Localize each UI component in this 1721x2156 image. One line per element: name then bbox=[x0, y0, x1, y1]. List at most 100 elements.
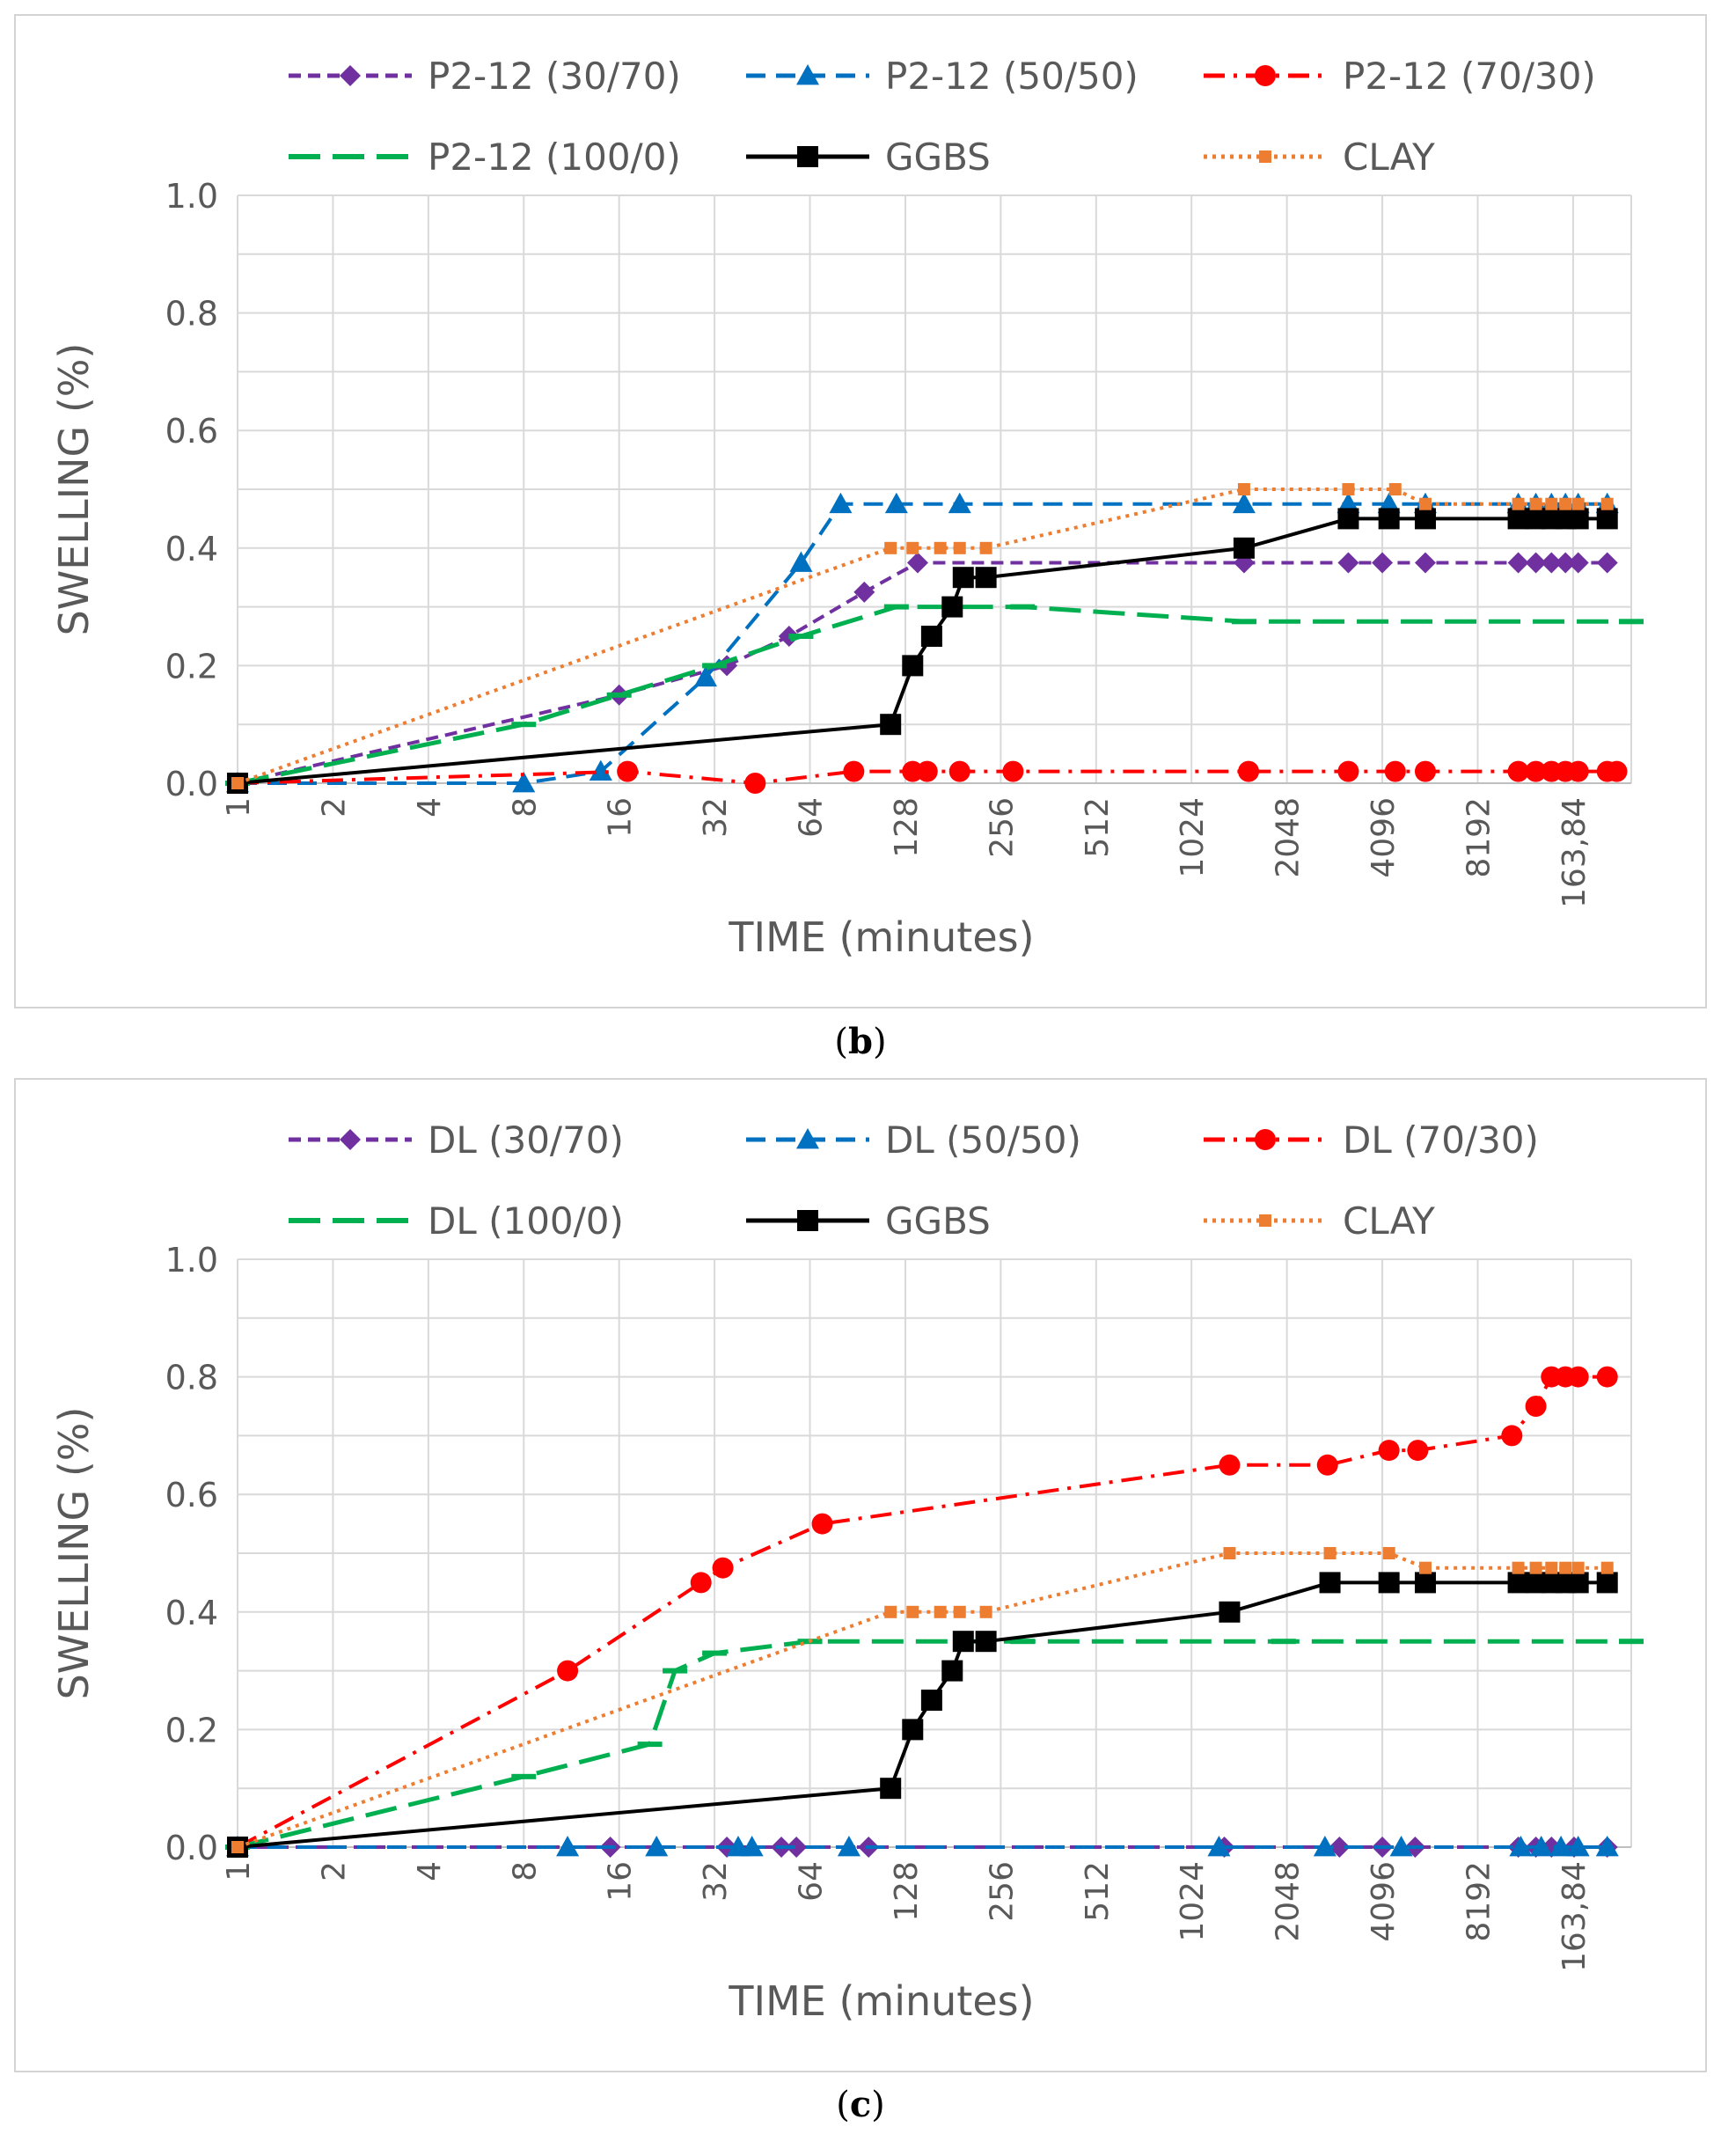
chart-c-data-point bbox=[702, 1650, 728, 1656]
chart-c-legend-label: CLAY bbox=[1343, 1199, 1435, 1243]
chart-b-legend-marker bbox=[1259, 150, 1271, 163]
chart-b-data-point bbox=[1507, 760, 1529, 782]
chart-c-y-tick-label: 0.6 bbox=[165, 1476, 218, 1514]
chart-c-series-line bbox=[237, 1639, 1631, 1850]
chart-b-data-point bbox=[1600, 497, 1614, 510]
chart-b-data-point bbox=[1342, 483, 1355, 495]
chart-c-x-tick-label: 4 bbox=[412, 1861, 448, 1881]
chart-c-legend-marker bbox=[340, 1129, 361, 1150]
chart-b-y-axis-title: SWELLING (%) bbox=[50, 343, 98, 636]
chart-c-data-point bbox=[1323, 1547, 1337, 1559]
chart-b-x-tick-label: 1 bbox=[221, 797, 257, 818]
chart-c-legend-item: DL (100/0) bbox=[289, 1199, 624, 1243]
chart-b-y-tick-label: 1.0 bbox=[165, 177, 218, 216]
chart-c-data-point bbox=[1595, 1836, 1619, 1857]
chart-b-legend-item: P2-12 (30/70) bbox=[289, 55, 681, 98]
chart-c-data-point bbox=[1223, 1547, 1236, 1559]
chart-c-data-point bbox=[1313, 1836, 1337, 1857]
chart-b-data-point bbox=[694, 665, 718, 687]
chart-b-data-point bbox=[511, 722, 537, 728]
chart-b-data-point bbox=[1529, 497, 1542, 510]
chart-b-legend-item: GGBS bbox=[746, 136, 991, 179]
chart-b-legend-marker bbox=[796, 64, 819, 85]
chart-b-data-point bbox=[902, 655, 924, 677]
chart-c-legend-label: DL (70/30) bbox=[1343, 1118, 1539, 1162]
chart-c-data-point bbox=[1566, 1836, 1590, 1857]
chart-c-data-point bbox=[811, 1513, 833, 1535]
chart-b-y-tick-label: 0.2 bbox=[165, 647, 218, 686]
chart-c-y-tick-label: 0.4 bbox=[165, 1594, 218, 1632]
chart-b-x-tick-label: 128 bbox=[889, 797, 925, 858]
chart-c-data-point bbox=[1509, 1836, 1533, 1857]
chart-c-data-point bbox=[1418, 1561, 1432, 1574]
chart-b-data-point bbox=[1388, 483, 1402, 495]
chart-b-legend-item: P2-12 (50/50) bbox=[746, 55, 1139, 98]
chart-b-data-point bbox=[1237, 483, 1250, 495]
chart-b-data-point bbox=[1010, 604, 1036, 610]
chart-b-data-point bbox=[789, 551, 813, 572]
chart-b-y-tick-label: 0.0 bbox=[165, 765, 218, 803]
chart-b-legend-label: P2-12 (50/50) bbox=[885, 55, 1139, 98]
chart-c-x-tick-label: 256 bbox=[984, 1861, 1020, 1922]
chart-b-data-point bbox=[1512, 497, 1525, 510]
chart-b-data-point bbox=[884, 492, 908, 514]
chart-b-legend-marker bbox=[338, 154, 363, 159]
chart-c-legend-label: GGBS bbox=[885, 1199, 991, 1243]
chart-b-data-point bbox=[979, 541, 992, 554]
chart-c-data-point bbox=[690, 1572, 712, 1594]
chart-b-legend: P2-12 (30/70) P2-12 (50/50) P2-12 (70/30) P… bbox=[289, 55, 1596, 179]
chart-b-x-tick-label: 2048 bbox=[1271, 797, 1307, 878]
chart-b-y-tick-label: 0.4 bbox=[165, 530, 218, 568]
chart-c-x-tick-label: 32 bbox=[698, 1861, 734, 1902]
chart-b-data-point bbox=[948, 760, 970, 782]
chart-b-legend-marker bbox=[797, 146, 818, 167]
chart-c-x-tick-label: 2 bbox=[316, 1861, 352, 1881]
chart-b-legend-marker bbox=[340, 65, 361, 86]
chart-b-data-point bbox=[1596, 552, 1618, 574]
chart-c-data-point bbox=[1525, 1396, 1547, 1417]
chart-c-data-point bbox=[1549, 1836, 1573, 1857]
chart-c-data-point bbox=[645, 1836, 669, 1857]
chart-c-legend-marker bbox=[338, 1218, 363, 1223]
chart-b-data-point bbox=[952, 567, 974, 589]
chart-b-x-tick-label: 256 bbox=[984, 797, 1020, 858]
chart-b-data-point bbox=[975, 567, 997, 589]
chart-c-x-tick-label: 8192 bbox=[1461, 1861, 1497, 1942]
chart-b-legend-item: P2-12 (70/30) bbox=[1204, 55, 1596, 98]
chart-b-series-4 bbox=[227, 508, 1618, 794]
chart-c-x-ticks: 1 2 4 8 16 32 64 128 256 512 1024 2048 4096 8192 163,8… bbox=[221, 1861, 1593, 1972]
chart-b-data-point bbox=[617, 760, 639, 782]
chart-c-legend-item: CLAY bbox=[1204, 1199, 1435, 1243]
chart-b-x-axis-title: TIME (minutes) bbox=[728, 913, 1034, 961]
chart-c-legend-item: DL (70/30) bbox=[1204, 1118, 1539, 1162]
chart-c-y-tick-label: 0.8 bbox=[165, 1359, 218, 1397]
chart-b-data-point bbox=[843, 760, 865, 782]
chart-c-y-tick-label: 1.0 bbox=[165, 1241, 218, 1280]
chart-c-data-point bbox=[1010, 1639, 1036, 1645]
chart-b-data-point bbox=[902, 760, 924, 782]
chart-c-x-tick-label: 2048 bbox=[1271, 1861, 1307, 1942]
caption-c-letter: c bbox=[849, 2084, 872, 2125]
chart-c-x-axis-title: TIME (minutes) bbox=[728, 1977, 1034, 2025]
chart-c-series-2 bbox=[227, 1366, 1618, 1858]
chart-b-data-point bbox=[880, 714, 902, 736]
chart-c-data-point bbox=[1219, 1601, 1241, 1623]
chart-b-data-point bbox=[1507, 552, 1529, 574]
chart-c-data-point bbox=[1319, 1572, 1341, 1594]
chart-c-svg: 0.0 0.2 0.4 0.6 0.8 1.0 1 2 4 8 16 32 64 128 256 512 102… bbox=[50, 1118, 1644, 2025]
chart-c-data-point bbox=[1559, 1561, 1572, 1574]
chart-b-data-point bbox=[1545, 497, 1558, 510]
chart-b-data-point bbox=[1525, 760, 1547, 782]
chart-c-legend-marker bbox=[797, 1210, 818, 1231]
chart-c-data-point bbox=[1378, 1440, 1400, 1462]
chart-c-data-point bbox=[953, 1605, 966, 1618]
chart-c-legend-marker bbox=[796, 1128, 819, 1149]
chart-b-data-point bbox=[1567, 552, 1589, 574]
chart-b-y-ticks: 0.0 0.2 0.4 0.6 0.8 1.0 bbox=[165, 177, 218, 803]
chart-c-data-point bbox=[1567, 1572, 1589, 1594]
chart-b-data-point bbox=[231, 777, 244, 789]
chart-c-data-point bbox=[1567, 1366, 1589, 1388]
chart-b-data-point bbox=[1555, 552, 1577, 574]
chart-c-legend: DL (30/70) DL (50/50) DL (70/30) DL (100/0)… bbox=[289, 1118, 1539, 1243]
chart-b-data-point bbox=[1418, 497, 1432, 510]
